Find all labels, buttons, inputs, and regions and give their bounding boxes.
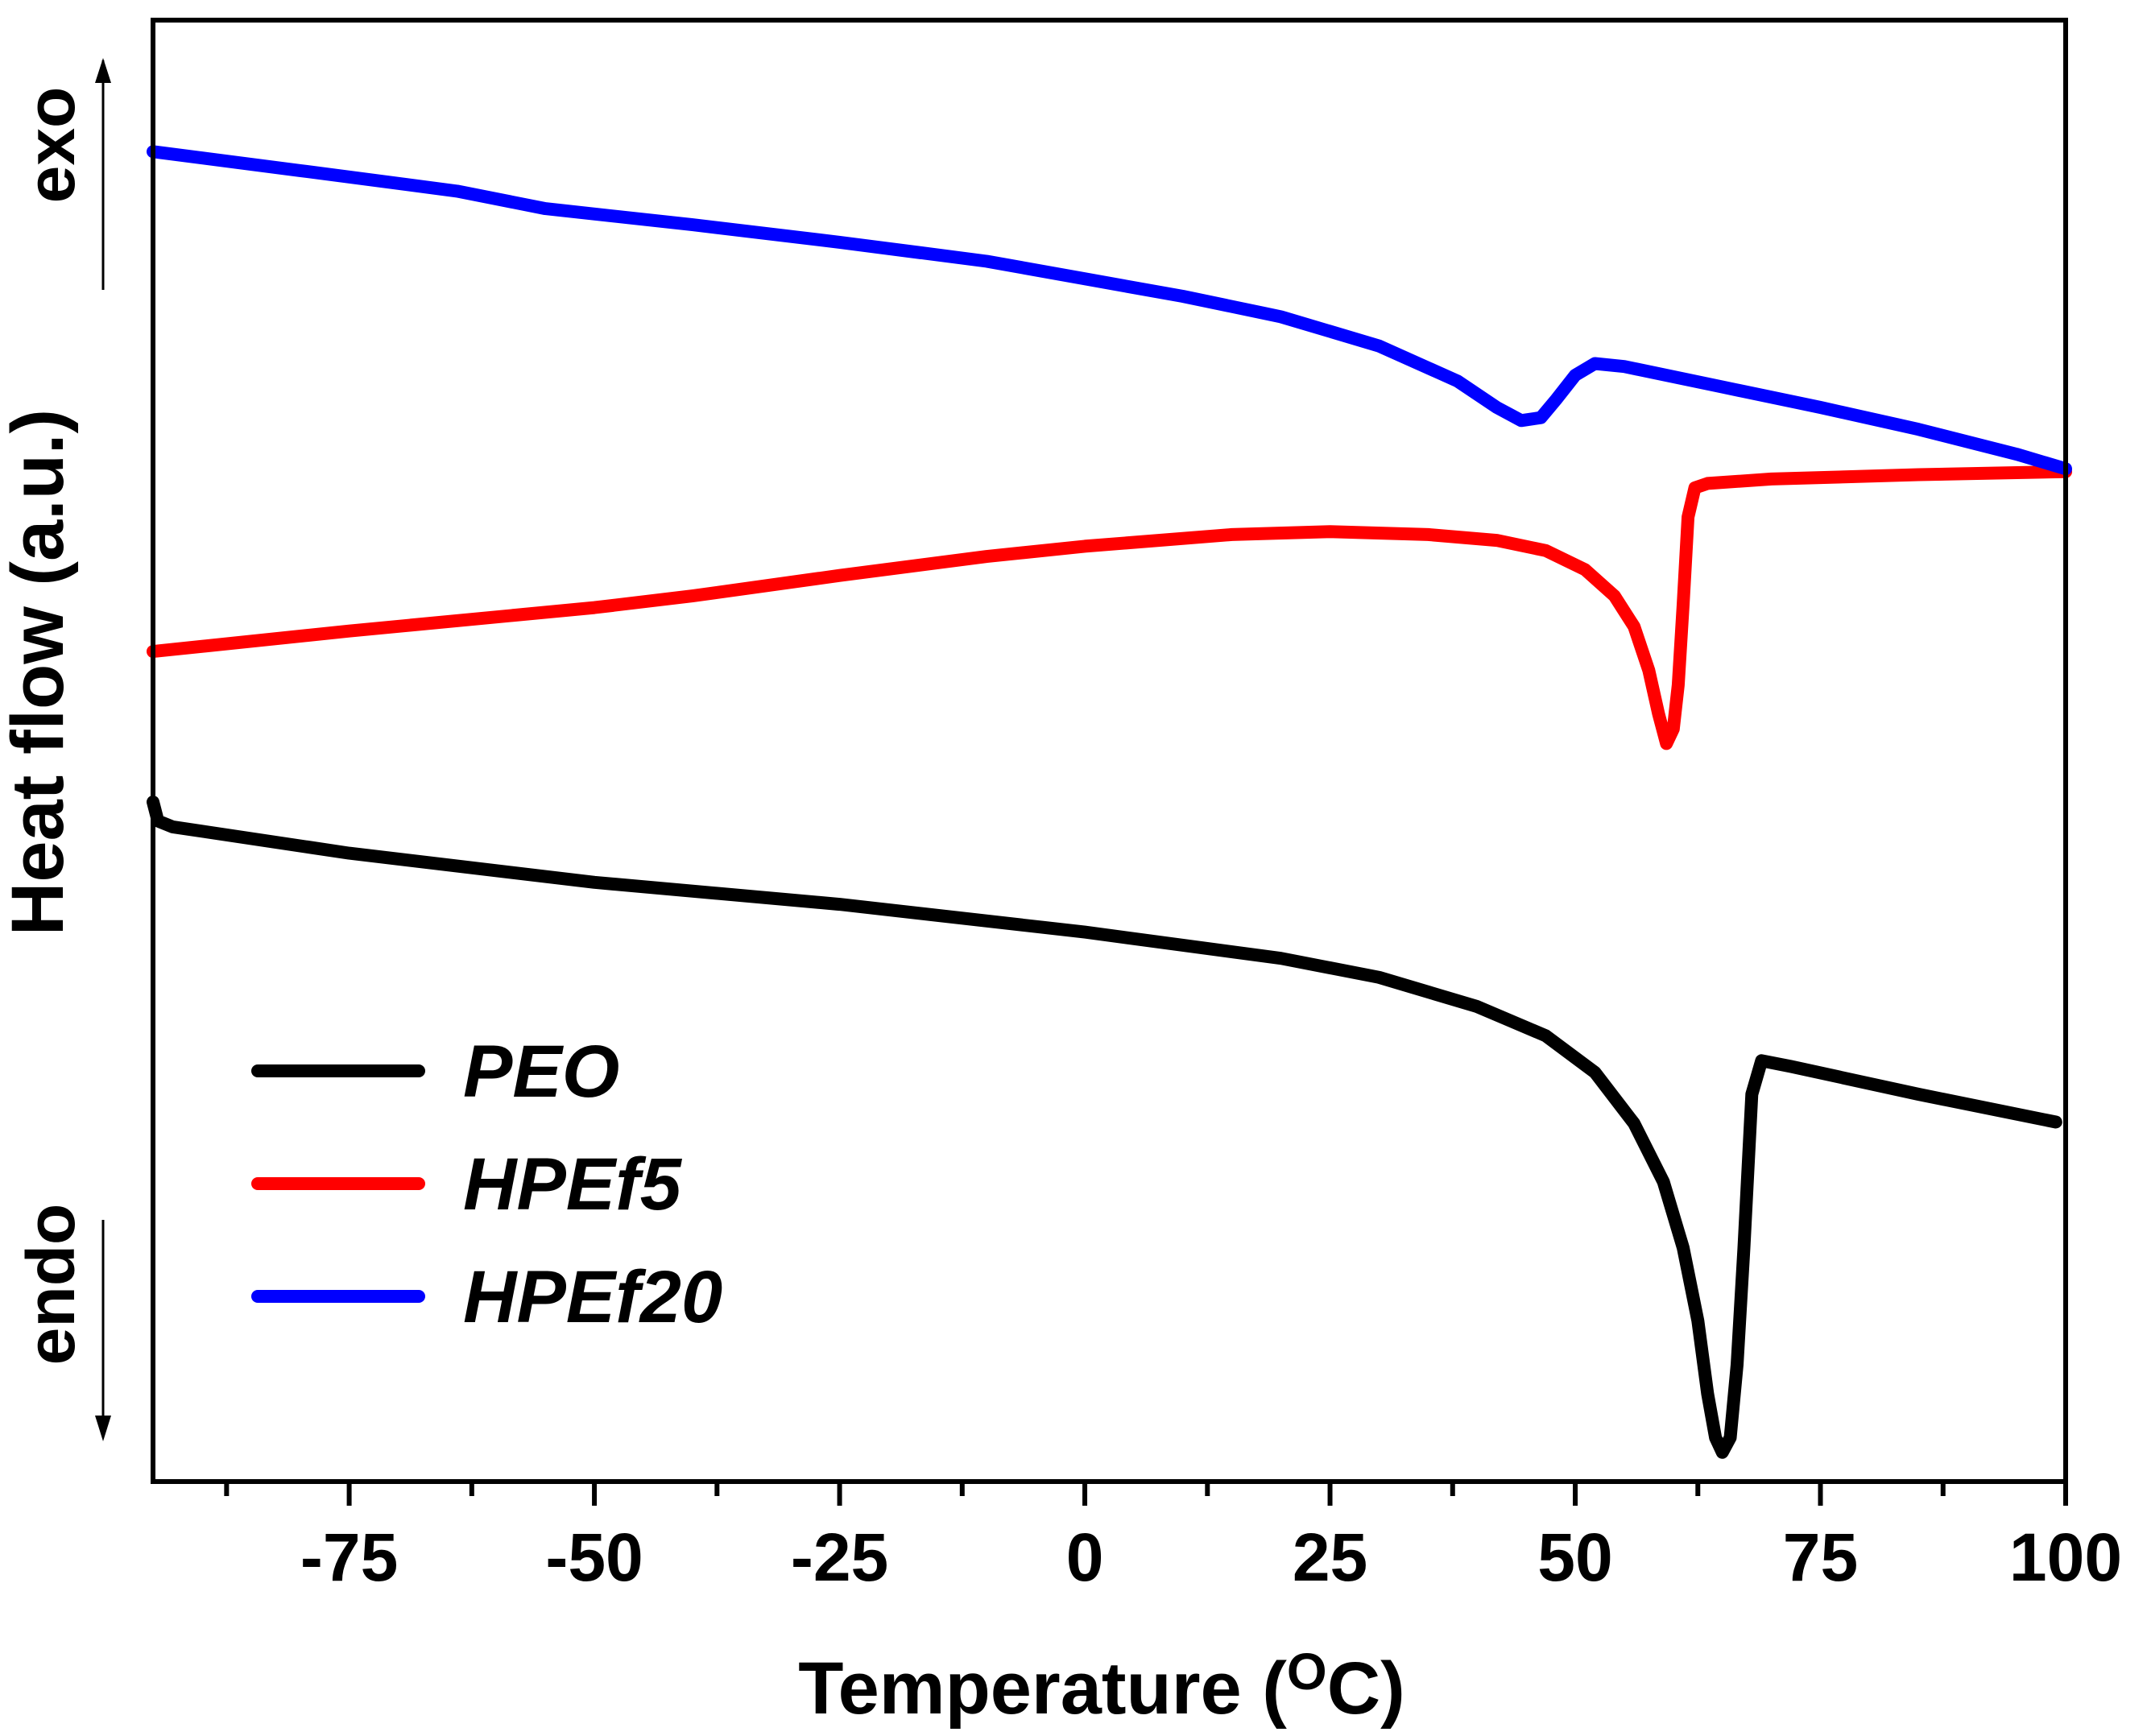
series-line-hpef5 [147, 465, 2072, 750]
legend-label-peo: PEO [463, 1031, 619, 1113]
endo-arrow-head [95, 1416, 111, 1441]
x-tick-label: -75 [300, 1519, 398, 1595]
plot-frame [151, 18, 2068, 1484]
series-line-peo [147, 796, 2062, 1459]
series-layer [147, 145, 2072, 1459]
exo-arrow-head [95, 58, 111, 83]
y-axis-title: Heat flow (a.u.) [0, 409, 79, 936]
x-tick-label: -50 [545, 1519, 643, 1595]
legend-label-hpef5: HPEf5 [463, 1143, 683, 1226]
legend-label-hpef20: HPEf20 [463, 1256, 722, 1338]
x-tick-label: 100 [2009, 1519, 2122, 1595]
exo-label: exo [13, 87, 89, 204]
endo-label: endo [13, 1204, 89, 1366]
x-tick-label: 50 [1537, 1519, 1612, 1595]
x-ticks: -75 -50 -25 0 25 50 75 100 [224, 1482, 2122, 1595]
x-tick-label: 0 [1066, 1519, 1104, 1595]
legend: PEO HPEf5 HPEf20 [251, 1031, 722, 1338]
series-line-hpef20 [147, 145, 2072, 476]
x-tick-label: 25 [1293, 1519, 1367, 1595]
x-tick-label: -25 [791, 1519, 888, 1595]
x-axis-title: Temperature (OC) [798, 1643, 1405, 1730]
x-tick-label: 75 [1783, 1519, 1858, 1595]
